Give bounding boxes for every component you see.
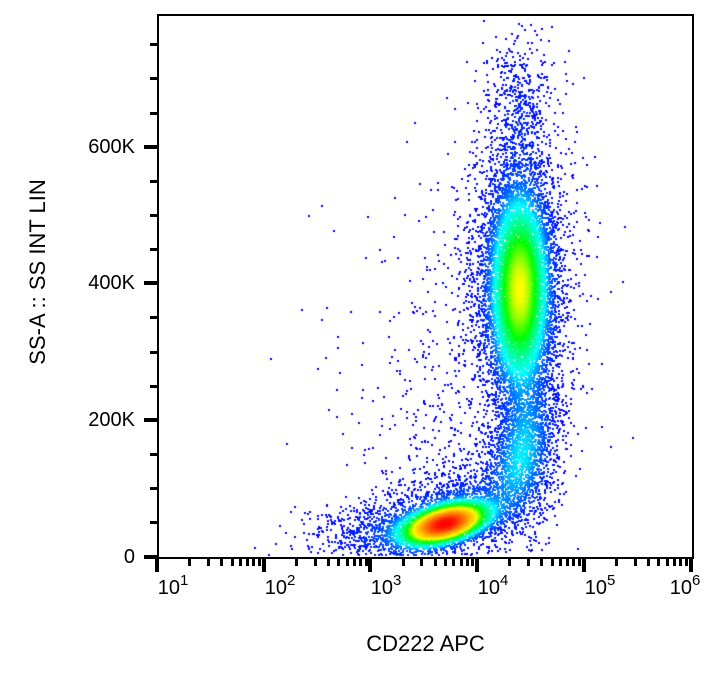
x-minor-tick — [239, 559, 242, 566]
x-minor-tick — [466, 559, 469, 566]
x-minor-tick — [346, 559, 349, 566]
x-minor-tick — [295, 559, 298, 566]
x-minor-tick — [353, 559, 356, 566]
y-minor-tick — [150, 315, 157, 319]
x-minor-tick — [685, 559, 688, 566]
x-tick-label: 101 — [128, 573, 218, 600]
y-minor-tick — [150, 213, 157, 217]
x-tick-exponent: 1 — [179, 572, 189, 589]
y-tick-label: 0 — [123, 546, 135, 568]
x-minor-tick — [444, 559, 447, 566]
y-minor-tick — [150, 76, 157, 80]
x-tick-label: 102 — [235, 573, 325, 600]
x-minor-tick — [314, 559, 317, 566]
x-major-tick — [582, 559, 586, 572]
x-major-tick — [155, 559, 159, 572]
x-minor-tick — [657, 559, 660, 566]
y-tick-label: 200K — [88, 409, 135, 431]
y-minor-tick — [150, 111, 157, 115]
x-minor-tick — [559, 559, 562, 566]
x-minor-tick — [647, 559, 650, 566]
y-minor-tick — [150, 452, 157, 456]
x-minor-tick — [252, 559, 255, 566]
x-tick-base: 10 — [584, 577, 607, 599]
x-tick-exponent: 6 — [691, 572, 701, 589]
x-minor-tick — [207, 559, 210, 566]
x-minor-tick — [578, 559, 581, 566]
x-minor-tick — [246, 559, 249, 566]
y-major-tick — [144, 281, 157, 285]
x-major-tick — [262, 559, 266, 572]
y-tick-label: 400K — [88, 272, 135, 294]
x-tick-base: 10 — [157, 577, 180, 599]
x-minor-tick — [615, 559, 618, 566]
x-tick-exponent: 2 — [286, 572, 296, 589]
x-minor-tick — [359, 559, 362, 566]
y-minor-tick — [150, 247, 157, 251]
x-tick-label: 106 — [640, 573, 717, 600]
x-minor-tick — [527, 559, 530, 566]
y-minor-tick — [150, 42, 157, 46]
x-minor-tick — [566, 559, 569, 566]
x-minor-tick — [258, 559, 261, 566]
x-minor-tick — [551, 559, 554, 566]
y-minor-tick — [150, 520, 157, 524]
x-minor-tick — [634, 559, 637, 566]
x-major-tick — [689, 559, 693, 572]
x-axis-title: CD222 APC — [366, 631, 485, 656]
x-tick-base: 10 — [669, 577, 692, 599]
x-tick-base: 10 — [264, 577, 287, 599]
x-minor-tick — [460, 559, 463, 566]
y-minor-tick — [150, 179, 157, 183]
x-minor-tick — [572, 559, 575, 566]
x-major-tick — [475, 559, 479, 572]
x-minor-tick — [540, 559, 543, 566]
x-tick-base: 10 — [477, 577, 500, 599]
x-minor-tick — [337, 559, 340, 566]
x-minor-tick — [420, 559, 423, 566]
x-minor-tick — [402, 559, 405, 566]
x-tick-exponent: 3 — [392, 572, 402, 589]
y-minor-tick — [150, 384, 157, 388]
x-minor-tick — [452, 559, 455, 566]
x-tick-label: 105 — [555, 573, 645, 600]
y-major-tick — [144, 555, 157, 559]
x-major-tick — [368, 559, 372, 572]
x-minor-tick — [188, 559, 191, 566]
x-minor-tick — [679, 559, 682, 566]
x-minor-tick — [508, 559, 511, 566]
x-tick-label: 104 — [448, 573, 538, 600]
x-tick-exponent: 4 — [499, 572, 509, 589]
y-tick-label: 600K — [88, 136, 135, 158]
y-axis-title: SS-A :: SS INT LIN — [25, 179, 50, 365]
x-minor-tick — [327, 559, 330, 566]
x-minor-tick — [666, 559, 669, 566]
x-minor-tick — [471, 559, 474, 566]
x-tick-exponent: 5 — [606, 572, 616, 589]
x-tick-label: 103 — [341, 573, 431, 600]
y-major-tick — [144, 418, 157, 422]
x-tick-base: 10 — [370, 577, 393, 599]
x-minor-tick — [231, 559, 234, 566]
x-minor-tick — [220, 559, 223, 566]
y-major-tick — [144, 145, 157, 149]
x-minor-tick — [365, 559, 368, 566]
y-minor-tick — [150, 350, 157, 354]
x-minor-tick — [673, 559, 676, 566]
x-minor-tick — [434, 559, 437, 566]
y-minor-tick — [150, 486, 157, 490]
